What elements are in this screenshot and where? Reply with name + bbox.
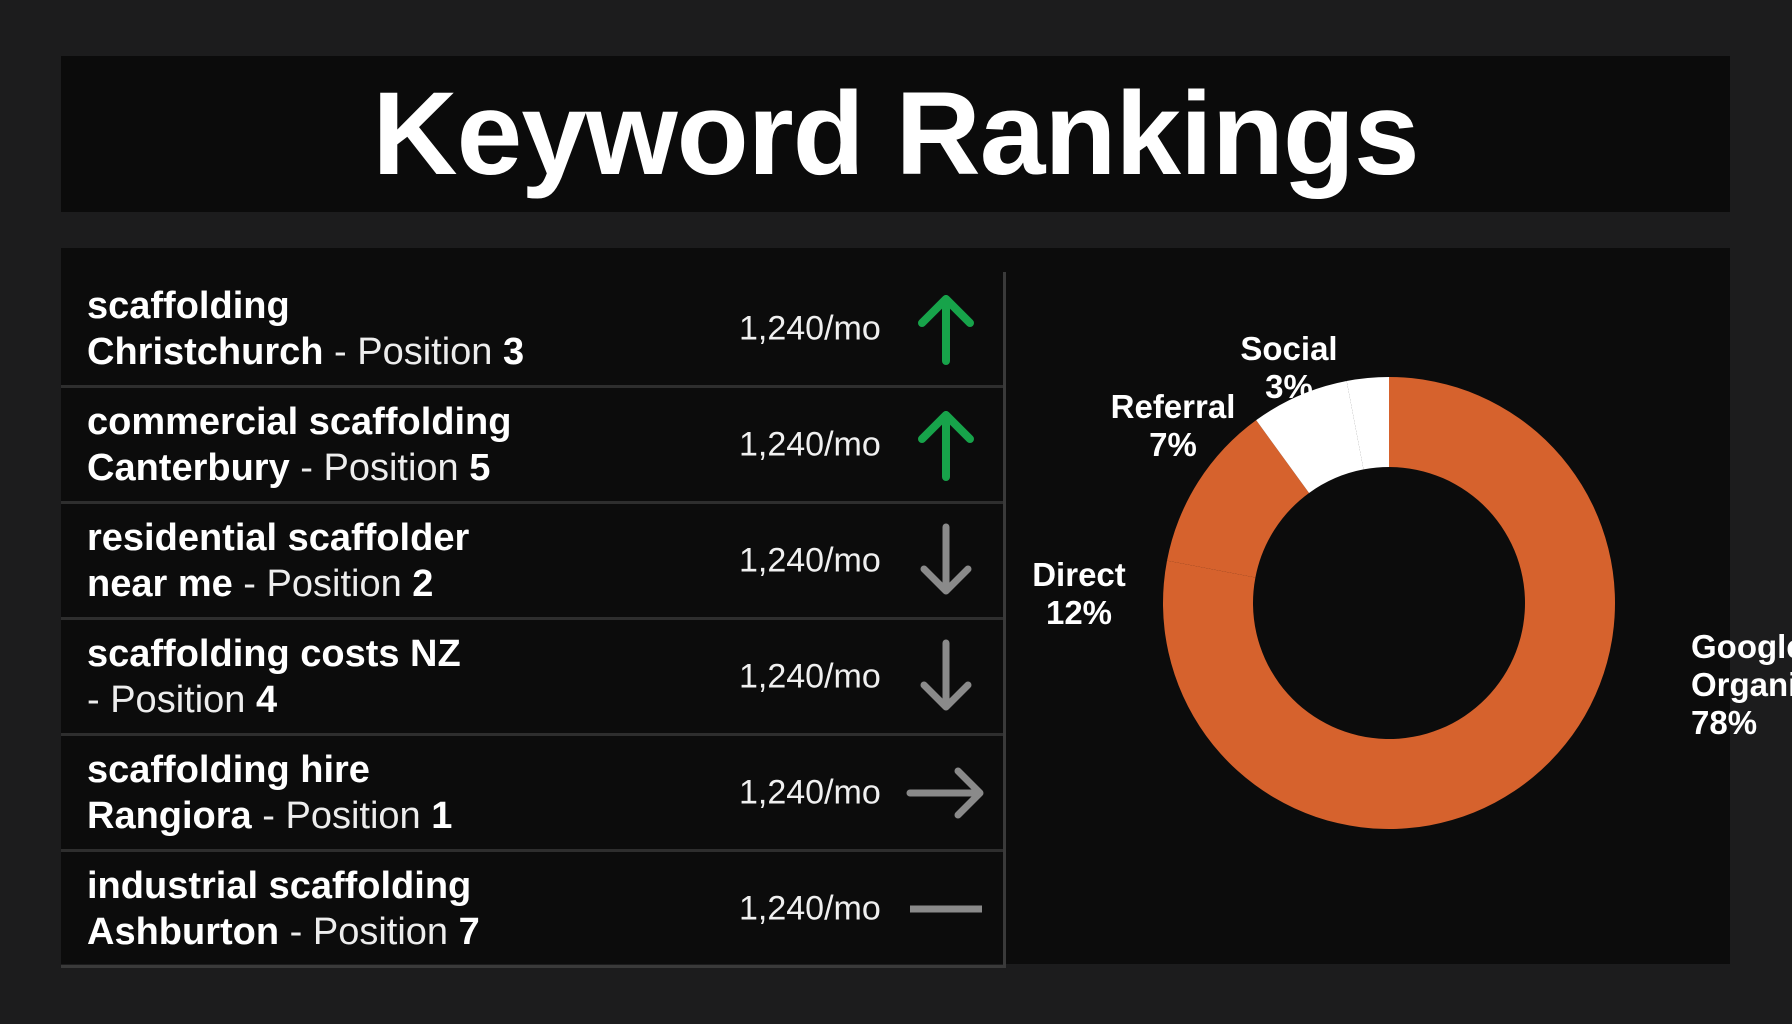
slice-value: 12% [1045, 594, 1113, 631]
keyword-location: Ashburton [87, 910, 280, 953]
position-label: - Position [323, 330, 504, 373]
keyword-line1: commercial scaffolding [87, 400, 512, 443]
keyword-row: commercial scaffolding Canterbury - Posit… [61, 388, 1003, 504]
content-panel: scaffolding Christchurch - Position 3 1,24… [61, 248, 1792, 968]
traffic-donut-chart: GoogleOrganic78%Direct12%Referral7%Socia… [1003, 248, 1792, 964]
slice-label-name: Google [1691, 628, 1792, 665]
keyword-location: Canterbury [87, 446, 290, 489]
keyword-location: Christchurch [87, 330, 324, 373]
slice-value: 7% [1149, 426, 1197, 463]
arrow-down-icon [920, 639, 972, 710]
page-title: Keyword Rankings [372, 68, 1419, 200]
keyword-line1: industrial scaffolding [87, 864, 472, 907]
keyword-text: scaffolding hire Rangiora - Position 1 [87, 747, 647, 839]
position-label: - Position [232, 562, 413, 605]
position-label: - Position [289, 446, 470, 489]
title-bar: Keyword Rankings [61, 56, 1730, 212]
donut-slice-social [1346, 377, 1389, 470]
keyword-row: industrial scaffolding Ashburton - Positi… [61, 852, 1003, 968]
position-number: 5 [469, 446, 491, 489]
slice-label: Referral 7% [1111, 388, 1236, 464]
position-label: - Position [251, 794, 432, 837]
keyword-text: scaffolding Christchurch - Position 3 [87, 283, 647, 375]
slice-label-name: Referral [1110, 388, 1236, 425]
slice-label: Social 3% [1240, 330, 1337, 406]
keyword-line1: scaffolding [87, 284, 290, 327]
keyword-line1: scaffolding hire [87, 748, 370, 791]
keyword-row: scaffolding Christchurch - Position 3 1,24… [61, 272, 1003, 388]
keyword-text: industrial scaffolding Ashburton - Positi… [87, 863, 647, 955]
position-number: 7 [458, 910, 480, 953]
donut-slice-google-organic [1163, 377, 1615, 829]
keyword-location: Rangiora [87, 794, 252, 837]
donut-svg [1163, 377, 1615, 829]
arrow-down-icon [920, 523, 972, 594]
position-label: - Position [87, 678, 256, 721]
keyword-line1: residential scaffolder [87, 516, 470, 559]
slice-label-name: Direct [1032, 556, 1126, 593]
search-volume: 1,240/mo [739, 309, 881, 347]
donut-slice-direct [1167, 420, 1310, 578]
search-volume: 1,240/mo [739, 657, 881, 695]
slice-label: GoogleOrganic78% [1691, 628, 1792, 742]
dash-icon [910, 905, 982, 912]
keyword-list: scaffolding Christchurch - Position 3 1,24… [61, 272, 1006, 968]
keyword-row: scaffolding costs NZ - Position 4 1,240/mo [61, 620, 1003, 736]
slice-value: 3% [1265, 368, 1313, 405]
keyword-text: commercial scaffolding Canterbury - Posit… [87, 399, 647, 491]
position-number: 4 [255, 678, 278, 721]
position-number: 2 [412, 562, 434, 605]
keyword-row: scaffolding hire Rangiora - Position 1 1,2… [61, 736, 1003, 852]
keyword-text: scaffolding costs NZ - Position 4 [87, 631, 647, 723]
keyword-line1: scaffolding costs NZ [87, 632, 461, 675]
arrow-up-icon [918, 294, 974, 365]
keyword-location: near me [87, 562, 233, 605]
search-volume: 1,240/mo [739, 541, 881, 579]
keyword-text: residential scaffolder near me - Position… [87, 515, 647, 607]
arrow-up-icon [918, 410, 974, 481]
donut-slice-referral [1256, 381, 1364, 493]
keyword-row: residential scaffolder near me - Position… [61, 504, 1003, 620]
search-volume: 1,240/mo [739, 889, 881, 927]
slice-label-name: Organic [1691, 666, 1792, 703]
position-number: 3 [503, 330, 525, 373]
slice-label: Direct 12% [1032, 556, 1126, 632]
slice-value: 78% [1691, 704, 1758, 741]
position-number: 1 [431, 794, 453, 837]
slice-label-name: Social [1240, 330, 1338, 367]
search-volume: 1,240/mo [739, 773, 881, 811]
position-label: - Position [279, 910, 459, 953]
arrow-right-icon [906, 767, 984, 818]
search-volume: 1,240/mo [739, 425, 881, 463]
